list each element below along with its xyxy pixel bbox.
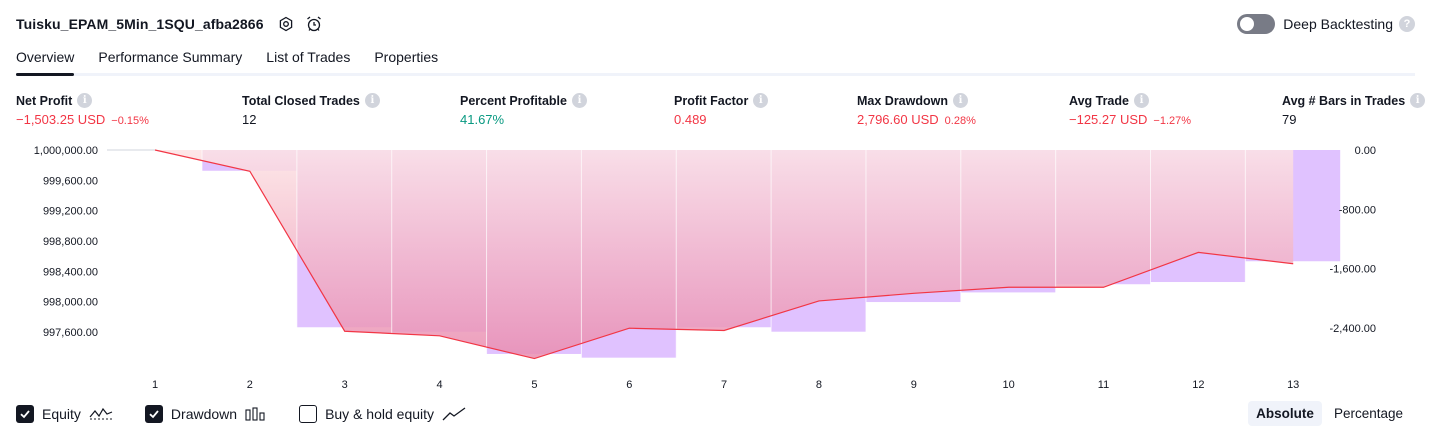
legend-drawdown[interactable]: Drawdown [144,405,267,423]
metric-total-closed-trades: Total Closed Trades i 12 [242,93,380,127]
metric-value: −1,503.25 USD [16,112,106,127]
y-left-tick-label: 998,800.00 [43,236,98,248]
x-tick-label: 9 [911,379,917,391]
buy-hold-checkbox[interactable] [299,405,318,423]
info-icon[interactable]: i [753,93,769,108]
metric-sub-value: −1.27% [1153,115,1192,127]
tab-list-of-trades[interactable]: List of Trades [266,49,351,65]
deep-backtesting-control: Deep Backtesting ? [1237,12,1415,36]
strategy-header: Tuisku_EPAM_5Min_1SQU_afba2866 Deep Back… [16,12,1415,36]
deep-backtesting-label: Deep Backtesting [1283,16,1393,32]
y-left-tick-label: 999,600.00 [43,175,98,187]
y-left-tick-label: 999,200.00 [43,206,98,218]
check-icon [149,410,159,419]
metric-profit-factor: Profit Factor i 0.489 [674,93,769,127]
metric-title: Total Closed Trades [242,93,360,108]
legend-label: Equity [42,406,81,422]
info-icon[interactable]: i [1133,93,1149,108]
info-icon[interactable]: i [953,93,968,108]
equity-line [154,149,1294,360]
equity-line-icon [89,407,113,420]
x-tick-label: 2 [247,379,253,391]
tab-overview[interactable]: Overview [16,46,75,76]
metric-sub-value: −0.15% [111,115,149,127]
metric-value: 12 [242,112,257,127]
drawdown-bars-icon [245,407,265,421]
legend-equity[interactable]: Equity [16,405,113,423]
metric-value: 79 [1282,112,1297,127]
info-icon[interactable]: i [571,93,587,108]
chart-legend: Equity Drawdown Buy & hold equity [16,403,498,425]
x-tick-label: 7 [721,379,727,391]
x-tick-label: 13 [1287,379,1299,391]
y-left-tick-label: 1,000,000.00 [34,145,98,157]
y-right-tick-label: -800.00 [1339,204,1376,216]
x-tick-label: 5 [531,379,537,391]
x-tick-label: 6 [626,379,632,391]
metric-title: Profit Factor [674,93,749,108]
metric-title: Percent Profitable [460,93,567,108]
percentage-button[interactable]: Percentage [1333,406,1403,421]
report-tabs: Overview Performance Summary List of Tra… [16,46,1415,76]
help-icon[interactable]: ? [1399,16,1415,32]
strategy-title: Tuisku_EPAM_5Min_1SQU_afba2866 [16,16,264,32]
tab-performance-summary[interactable]: Performance Summary [98,49,243,65]
deep-backtesting-toggle[interactable] [1237,14,1276,34]
legend-label: Drawdown [170,406,238,422]
y-right-tick-label: -1,600.00 [1330,264,1376,276]
metric-title: Net Profit [16,93,73,108]
info-icon[interactable]: i [364,93,380,108]
equity-drawdown-chart[interactable]: 1,000,000.00 999,600.00 999,200.00 998,800.… [0,138,1431,396]
metric-title: Avg Trade [1069,93,1129,108]
legend-buy-hold-equity[interactable]: Buy & hold equity [299,405,466,423]
x-tick-label: 10 [1003,379,1015,391]
x-tick-label: 1 [152,379,158,391]
metrics-row: Net Profit i −1,503.25 USD −0.15% Total Cl… [16,93,1426,133]
equity-checkbox[interactable] [16,405,34,423]
absolute-button[interactable]: Absolute [1248,401,1322,426]
metric-avg-trade: Avg Trade i −125.27 USD −1.27% [1069,93,1191,127]
info-icon[interactable]: i [77,93,93,108]
alarm-clock-icon[interactable] [304,14,324,34]
metric-value: 2,796.60 USD [857,112,939,127]
x-tick-label: 4 [436,379,442,391]
x-tick-label: 3 [342,379,348,391]
metric-net-profit: Net Profit i −1,503.25 USD −0.15% [16,93,149,127]
y-right-tick-label: -2,400.00 [1330,323,1376,335]
value-mode-switch: Absolute Percentage [1244,401,1411,426]
chart-svg: 1,000,000.00 999,600.00 999,200.00 998,800.… [34,145,1376,391]
legend-label: Buy & hold equity [325,406,435,422]
metric-value: 41.67% [460,112,505,127]
metric-percent-profitable: Percent Profitable i 41.67% [460,93,587,127]
tab-properties[interactable]: Properties [374,49,439,65]
equity-area [155,150,1294,359]
metric-title: Max Drawdown [857,93,948,108]
metric-value: 0.489 [674,112,707,127]
info-icon[interactable]: i [1410,93,1426,108]
metric-sub-value: 0.28% [944,115,976,127]
y-left-tick-label: 998,400.00 [43,266,98,278]
x-tick-label: 11 [1098,379,1109,391]
y-left-tick-label: 997,600.00 [43,327,98,339]
buy-hold-line-icon [442,407,466,421]
metric-value: −125.27 USD [1069,112,1148,127]
metric-title: Avg # Bars in Trades [1282,93,1406,108]
settings-icon[interactable] [276,14,296,34]
x-tick-label: 12 [1192,379,1204,391]
metric-max-drawdown: Max Drawdown i 2,796.60 USD 0.28% [857,93,976,127]
drawdown-checkbox[interactable] [144,405,163,423]
x-tick-label: 8 [816,379,822,391]
metric-avg-bars-in-trades: Avg # Bars in Trades i 79 [1282,93,1426,127]
y-right-tick-label: 0.00 [1355,145,1376,157]
y-left-tick-label: 998,000.00 [43,297,98,309]
toggle-knob [1240,17,1255,31]
check-icon [20,410,30,419]
